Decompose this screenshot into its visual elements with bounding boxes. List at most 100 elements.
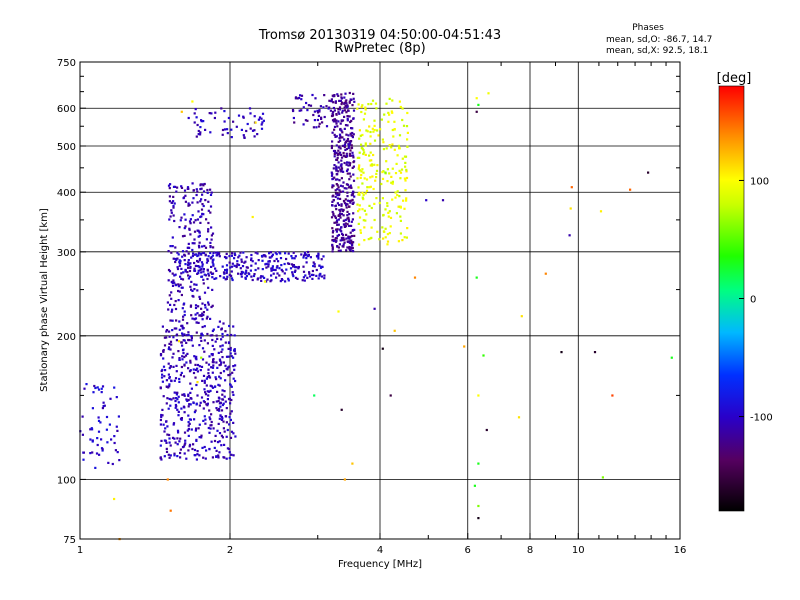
- data-point: [222, 361, 225, 364]
- data-point: [338, 99, 341, 102]
- data-point: [219, 275, 222, 278]
- data-point: [187, 331, 190, 334]
- data-point: [373, 129, 376, 132]
- data-point: [198, 297, 202, 300]
- data-point: [251, 260, 254, 263]
- y-tick-label: 750: [57, 58, 76, 69]
- data-point: [193, 411, 196, 414]
- data-point: [334, 216, 337, 219]
- data-point: [338, 108, 342, 111]
- data-point: [346, 214, 349, 217]
- data-point: [230, 333, 233, 337]
- y-tick-label: 600: [57, 104, 76, 115]
- data-point: [389, 216, 393, 219]
- data-point: [211, 353, 214, 356]
- data-point: [229, 352, 232, 355]
- data-point: [337, 111, 340, 114]
- data-point: [97, 430, 101, 433]
- data-point: [323, 94, 326, 97]
- data-point: [349, 149, 352, 152]
- data-point: [406, 138, 409, 141]
- data-point: [346, 115, 349, 118]
- data-point: [173, 327, 176, 330]
- data-point: [190, 288, 193, 291]
- data-point: [371, 127, 374, 130]
- data-point: [230, 430, 234, 433]
- data-point: [362, 171, 365, 174]
- data-point: [345, 163, 348, 166]
- data-point: [346, 161, 349, 164]
- data-point: [379, 128, 382, 131]
- data-point: [334, 100, 337, 103]
- data-point: [405, 170, 408, 173]
- data-point: [176, 257, 179, 260]
- data-point: [382, 230, 385, 233]
- data-point: [376, 129, 379, 132]
- data-point: [191, 254, 194, 258]
- data-point: [304, 274, 307, 277]
- data-point: [218, 432, 222, 435]
- data-point: [269, 256, 272, 259]
- data-point: [346, 223, 349, 226]
- data-point: [381, 177, 385, 180]
- data-point: [226, 447, 229, 450]
- data-point: [327, 107, 330, 110]
- data-point: [261, 275, 264, 278]
- data-point: [181, 318, 185, 321]
- data-point: [364, 219, 367, 222]
- data-point: [197, 269, 200, 272]
- data-point: [173, 437, 176, 440]
- data-point: [207, 228, 210, 231]
- data-point: [233, 264, 236, 267]
- data-point: [313, 110, 316, 113]
- data-point: [331, 200, 334, 203]
- data-point: [352, 156, 355, 159]
- data-point: [91, 451, 94, 454]
- data-point: [341, 119, 345, 122]
- data-point: [210, 238, 213, 241]
- data-point: [177, 395, 180, 398]
- data-point: [223, 443, 226, 446]
- data-point: [341, 185, 344, 188]
- data-point: [331, 227, 334, 230]
- data-point: [385, 147, 388, 150]
- data-point: [196, 259, 199, 263]
- data-point: [205, 361, 208, 364]
- data-point: [336, 158, 339, 161]
- data-point: [250, 253, 253, 257]
- data-point: [337, 149, 340, 152]
- data-point: [375, 176, 378, 179]
- data-point: [201, 334, 204, 337]
- data-point: [167, 268, 171, 272]
- data-point: [647, 171, 650, 174]
- data-point: [221, 436, 224, 439]
- data-point: [117, 415, 120, 418]
- data-point: [115, 396, 118, 399]
- data-point: [221, 133, 224, 136]
- data-point: [175, 333, 179, 336]
- data-point: [340, 204, 343, 207]
- data-point: [174, 284, 178, 287]
- data-point: [206, 375, 209, 379]
- data-point: [189, 285, 192, 288]
- data-point: [232, 454, 235, 457]
- data-point: [178, 226, 181, 229]
- data-point: [166, 433, 169, 436]
- data-point: [221, 403, 224, 407]
- data-point: [159, 353, 163, 356]
- data-point: [165, 336, 168, 339]
- data-point: [337, 310, 340, 313]
- data-point: [340, 167, 344, 170]
- data-point: [223, 272, 226, 275]
- data-point: [302, 276, 305, 279]
- data-point: [307, 250, 310, 254]
- data-point: [373, 119, 376, 122]
- data-point: [209, 418, 212, 421]
- data-point: [274, 268, 277, 272]
- data-point: [187, 266, 190, 269]
- data-point: [214, 251, 217, 254]
- data-point: [200, 275, 203, 278]
- data-point: [176, 251, 179, 254]
- data-point: [413, 276, 417, 279]
